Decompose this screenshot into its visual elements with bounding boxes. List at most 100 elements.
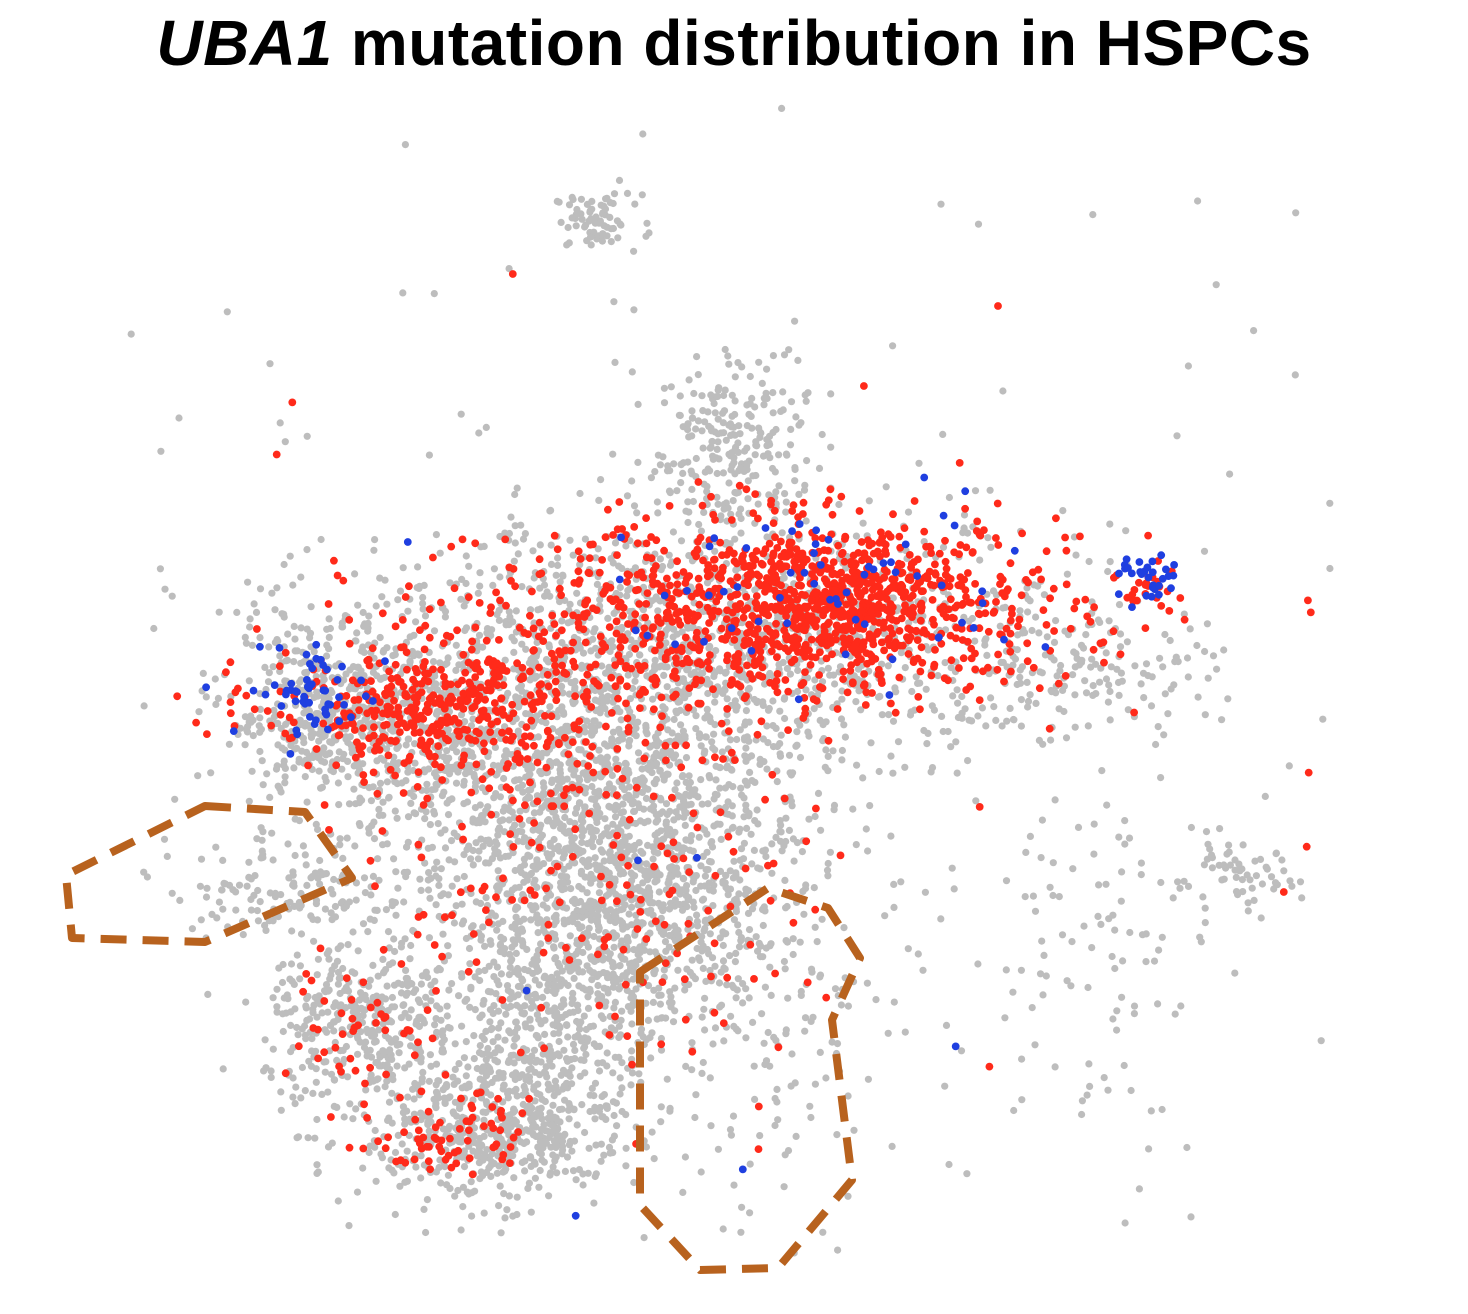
data-point bbox=[726, 420, 735, 428]
data-point bbox=[637, 887, 645, 895]
data-point bbox=[360, 874, 369, 882]
data-point bbox=[735, 928, 743, 937]
data-point bbox=[328, 1139, 336, 1147]
data-point bbox=[328, 966, 336, 974]
data-point bbox=[514, 703, 523, 711]
data-point bbox=[719, 419, 727, 427]
data-point bbox=[658, 836, 666, 844]
data-point bbox=[743, 461, 751, 469]
data-point bbox=[330, 1003, 338, 1011]
data-point bbox=[524, 851, 532, 859]
data-point bbox=[659, 772, 667, 780]
data-point bbox=[735, 943, 744, 951]
data-point bbox=[444, 654, 452, 662]
data-point bbox=[288, 927, 296, 935]
data-point bbox=[393, 1062, 401, 1070]
data-point bbox=[350, 762, 358, 770]
data-point bbox=[441, 613, 449, 621]
data-point bbox=[721, 345, 729, 354]
data-point bbox=[634, 749, 643, 757]
data-point bbox=[334, 779, 342, 787]
data-point bbox=[346, 1100, 354, 1108]
data-point bbox=[407, 979, 415, 988]
data-point bbox=[775, 482, 783, 490]
data-point bbox=[313, 1013, 321, 1021]
data-point bbox=[579, 649, 588, 657]
data-point bbox=[582, 771, 590, 779]
data-point bbox=[625, 910, 633, 918]
data-point bbox=[609, 199, 617, 208]
data-point bbox=[908, 687, 916, 696]
data-point bbox=[479, 812, 487, 820]
data-point bbox=[458, 1084, 466, 1092]
data-point bbox=[773, 1085, 781, 1093]
data-point bbox=[220, 879, 228, 888]
data-point bbox=[376, 779, 385, 787]
data-point bbox=[639, 606, 648, 614]
data-point bbox=[611, 539, 620, 547]
data-point bbox=[303, 881, 311, 890]
data-point bbox=[794, 666, 802, 675]
data-point bbox=[320, 676, 328, 684]
data-point bbox=[585, 1144, 593, 1152]
data-point bbox=[746, 372, 754, 381]
data-point bbox=[761, 983, 770, 991]
data-point bbox=[500, 774, 508, 783]
data-point bbox=[312, 820, 320, 829]
data-point bbox=[339, 623, 347, 631]
data-point bbox=[560, 879, 568, 887]
data-point bbox=[738, 791, 746, 799]
data-point bbox=[537, 940, 545, 948]
data-point bbox=[608, 737, 616, 745]
data-point bbox=[707, 443, 715, 451]
data-point bbox=[364, 619, 372, 628]
data-point bbox=[609, 857, 617, 865]
data-point bbox=[904, 945, 912, 953]
data-point bbox=[556, 824, 565, 833]
data-point bbox=[559, 854, 567, 862]
data-point bbox=[432, 531, 440, 539]
data-point bbox=[197, 916, 205, 924]
data-point bbox=[653, 498, 662, 506]
data-point bbox=[737, 784, 745, 792]
data-point bbox=[782, 837, 790, 846]
data-point bbox=[383, 840, 391, 848]
data-point bbox=[947, 743, 955, 751]
data-point bbox=[878, 660, 886, 668]
data-point bbox=[1026, 597, 1034, 605]
data-point bbox=[751, 817, 759, 825]
data-point bbox=[290, 622, 298, 631]
data-point bbox=[417, 886, 425, 895]
data-point bbox=[365, 612, 373, 620]
data-point bbox=[303, 546, 311, 554]
data-point bbox=[771, 468, 779, 476]
data-point bbox=[373, 757, 381, 765]
data-point bbox=[256, 705, 264, 714]
data-point bbox=[1140, 694, 1148, 702]
data-point bbox=[1220, 646, 1228, 654]
data-point bbox=[566, 600, 574, 609]
data-point bbox=[247, 895, 255, 904]
data-point bbox=[335, 974, 343, 983]
data-point bbox=[374, 855, 382, 863]
data-point bbox=[245, 677, 253, 685]
data-point bbox=[475, 631, 484, 639]
data-point bbox=[305, 721, 313, 730]
data-point bbox=[626, 796, 634, 804]
data-point bbox=[654, 451, 663, 459]
data-point bbox=[852, 698, 860, 706]
data-point bbox=[672, 707, 680, 715]
data-point bbox=[610, 909, 619, 917]
data-point bbox=[692, 425, 700, 433]
data-point bbox=[813, 938, 821, 946]
data-point bbox=[559, 571, 567, 579]
data-point bbox=[725, 360, 733, 368]
data-point bbox=[651, 831, 659, 839]
data-point bbox=[965, 716, 973, 724]
data-point bbox=[441, 826, 449, 834]
data-point bbox=[419, 1016, 427, 1024]
data-point bbox=[747, 752, 756, 760]
data-point bbox=[416, 875, 424, 883]
data-point bbox=[296, 678, 304, 686]
data-point bbox=[721, 879, 729, 887]
